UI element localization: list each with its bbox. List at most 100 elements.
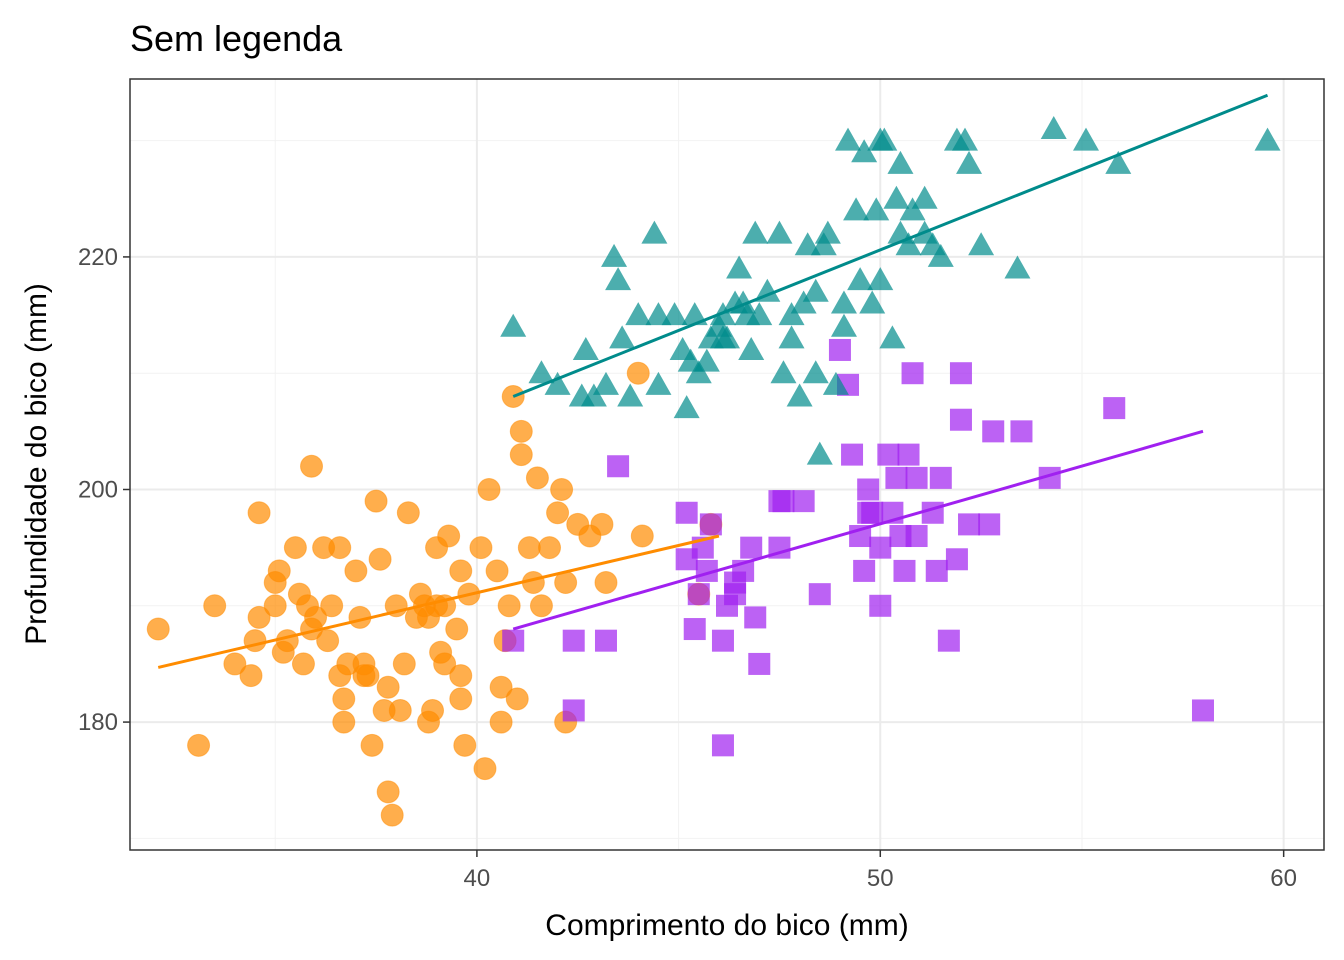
data-point-circle <box>380 803 404 827</box>
data-point-circle <box>517 536 541 560</box>
data-point-square <box>841 443 864 466</box>
data-point-square <box>885 466 908 489</box>
data-point-circle <box>320 594 344 618</box>
data-point-square <box>857 501 880 524</box>
data-point-circle <box>247 501 271 525</box>
data-point-circle <box>489 675 513 699</box>
data-point-circle <box>449 664 473 688</box>
chart-title: Sem legenda <box>130 18 343 59</box>
data-point-circle <box>332 710 356 734</box>
data-point-square <box>877 443 900 466</box>
data-point-triangle <box>673 395 700 419</box>
data-point-square <box>594 629 617 652</box>
fit-lines <box>157 93 1269 669</box>
data-point-circle <box>392 652 416 676</box>
data-point-circle <box>396 501 420 525</box>
data-point-triangle <box>830 313 857 337</box>
data-point-circle <box>594 571 618 595</box>
data-point-triangle <box>778 302 805 326</box>
data-point-circle <box>368 547 392 571</box>
data-point-triangle <box>830 290 857 314</box>
data-point-triangle <box>835 127 862 151</box>
data-point-circle <box>275 629 299 653</box>
data-point-square <box>675 548 698 571</box>
data-point-circle <box>525 466 549 490</box>
data-point-circle <box>187 733 211 757</box>
data-point-circle <box>376 780 400 804</box>
data-point-circle <box>449 687 473 711</box>
data-point-triangle <box>899 197 926 221</box>
data-point-circle <box>433 652 457 676</box>
data-point-square <box>699 513 722 536</box>
data-point-circle <box>538 536 562 560</box>
data-point-circle <box>328 536 352 560</box>
data-point-square <box>1103 397 1126 420</box>
data-point-square <box>853 559 876 582</box>
data-point-triangle <box>802 360 829 384</box>
data-point-square <box>828 338 851 361</box>
data-point-square <box>792 490 815 513</box>
data-point-triangle <box>709 325 736 349</box>
data-point-square <box>711 734 734 757</box>
data-point-circle <box>626 361 650 385</box>
data-point-circle <box>453 733 477 757</box>
data-point-triangle <box>544 371 571 395</box>
data-point-circle <box>509 443 533 467</box>
data-point-square <box>740 536 763 559</box>
data-point-triangle <box>1073 127 1100 151</box>
data-point-square <box>869 594 892 617</box>
data-point-square <box>905 466 928 489</box>
data-point-triangle <box>843 197 870 221</box>
data-point-triangle <box>500 313 527 337</box>
data-point-circle <box>505 687 529 711</box>
data-point-square <box>562 699 585 722</box>
data-point-triangle <box>770 360 797 384</box>
y-tick-label: 220 <box>78 244 118 271</box>
data-point-triangle <box>956 150 983 174</box>
data-point-triangle <box>802 278 829 302</box>
data-point-triangle <box>927 243 954 267</box>
data-point-square <box>949 408 972 431</box>
data-point-square <box>869 536 892 559</box>
data-point-circle <box>360 733 384 757</box>
data-point-square <box>687 583 710 606</box>
data-point-square <box>978 513 1001 536</box>
data-point-square <box>607 455 630 478</box>
data-point-circle <box>263 594 287 618</box>
data-point-triangle <box>863 197 890 221</box>
data-point-square <box>897 443 920 466</box>
fit-line <box>512 93 1269 398</box>
data-point-triangle <box>1004 255 1031 279</box>
data-point-triangle <box>806 441 833 465</box>
y-axis-title: Profundidade do bico (mm) <box>20 283 53 645</box>
data-point-triangle <box>677 348 704 372</box>
data-point-triangle <box>851 139 878 163</box>
data-point-triangle <box>810 232 837 256</box>
data-point-triangle <box>605 267 632 291</box>
x-tick-label: 40 <box>464 865 491 892</box>
data-point-triangle <box>766 220 793 244</box>
data-point-square <box>1010 420 1033 443</box>
data-point-triangle <box>951 127 978 151</box>
data-point-triangle <box>790 290 817 314</box>
data-point-square <box>982 420 1005 443</box>
data-point-triangle <box>734 302 761 326</box>
y-tick-label: 200 <box>78 477 118 504</box>
data-point-circle <box>376 675 400 699</box>
data-point-triangle <box>681 302 708 326</box>
data-point-square <box>711 629 734 652</box>
data-point-circle <box>352 664 376 688</box>
data-point-triangle <box>879 325 906 349</box>
data-point-circle <box>283 536 307 560</box>
data-point-circle <box>203 594 227 618</box>
data-point-circle <box>469 536 493 560</box>
data-point-triangle <box>859 290 886 314</box>
data-point-triangle <box>528 360 555 384</box>
data-point-triangle <box>1105 150 1132 174</box>
data-point-circle <box>364 489 388 513</box>
data-point-triangle <box>778 325 805 349</box>
data-point-square <box>808 583 831 606</box>
data-point-square <box>748 652 771 675</box>
data-point-triangle <box>641 220 668 244</box>
